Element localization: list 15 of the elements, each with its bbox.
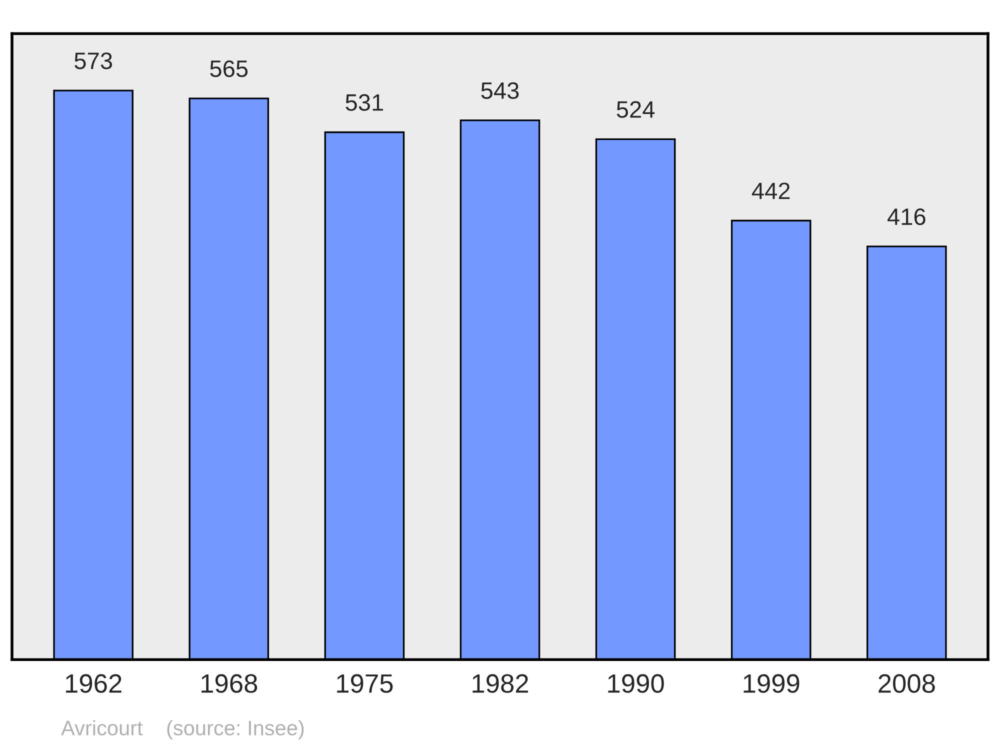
x-tick-label: 1962 — [66, 674, 122, 693]
x-tick-label: 2008 — [878, 674, 935, 693]
text: Avricourt (source: Insee) — [61, 720, 304, 740]
x-tick-label: 1968 — [202, 674, 258, 693]
x-tick-label: 1982 — [472, 674, 528, 693]
data-label: 524 — [616, 101, 655, 118]
data-label: 442 — [752, 182, 790, 200]
data-label: 543 — [481, 82, 519, 99]
x-tick-label: 1975 — [337, 674, 393, 693]
data-label: 573 — [74, 52, 112, 70]
data-label: 416 — [888, 208, 926, 226]
x-tick-label: 1990 — [608, 674, 664, 693]
x-tick-label: 1999 — [744, 674, 800, 693]
data-label: 531 — [346, 94, 383, 111]
data-label: 565 — [210, 60, 248, 78]
